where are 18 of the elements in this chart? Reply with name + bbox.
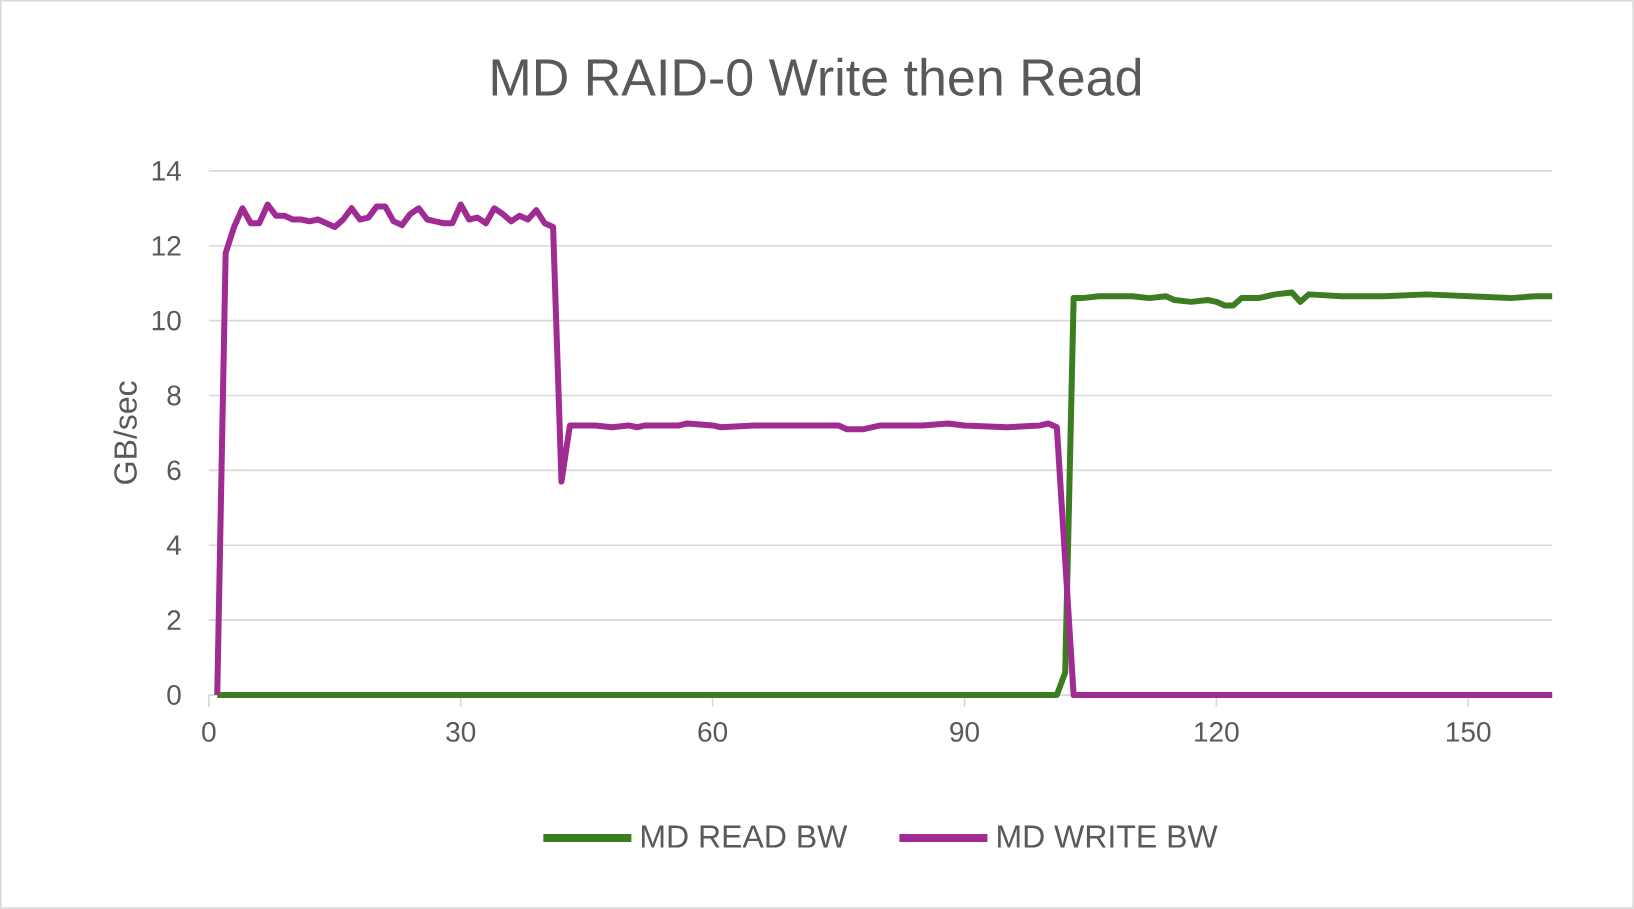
x-tick-label: 0 xyxy=(202,722,216,742)
legend-label: MD WRITE BW xyxy=(998,825,1218,848)
x-tick-label: 150 xyxy=(1447,722,1491,742)
chart-title: MD RAID-0 Write then Read xyxy=(492,57,1141,96)
y-tick-label: 10 xyxy=(152,310,181,331)
y-tick-label: 4 xyxy=(166,535,181,555)
x-tick-label: 120 xyxy=(1195,722,1239,742)
y-tick-label: 6 xyxy=(167,460,181,481)
y-tick-label: 12 xyxy=(152,236,181,256)
y-tick-label: 0 xyxy=(167,685,181,705)
y-axis-title: GB/sec xyxy=(113,381,137,484)
x-tick-label: 30 xyxy=(446,722,476,742)
y-tick-label: 14 xyxy=(152,161,181,181)
legend-label: MD READ BW xyxy=(642,825,848,848)
x-tick-label: 90 xyxy=(950,722,979,742)
y-tick-label: 8 xyxy=(167,385,181,406)
y-tick-label: 2 xyxy=(167,610,181,630)
x-tick-label: 60 xyxy=(698,722,728,742)
